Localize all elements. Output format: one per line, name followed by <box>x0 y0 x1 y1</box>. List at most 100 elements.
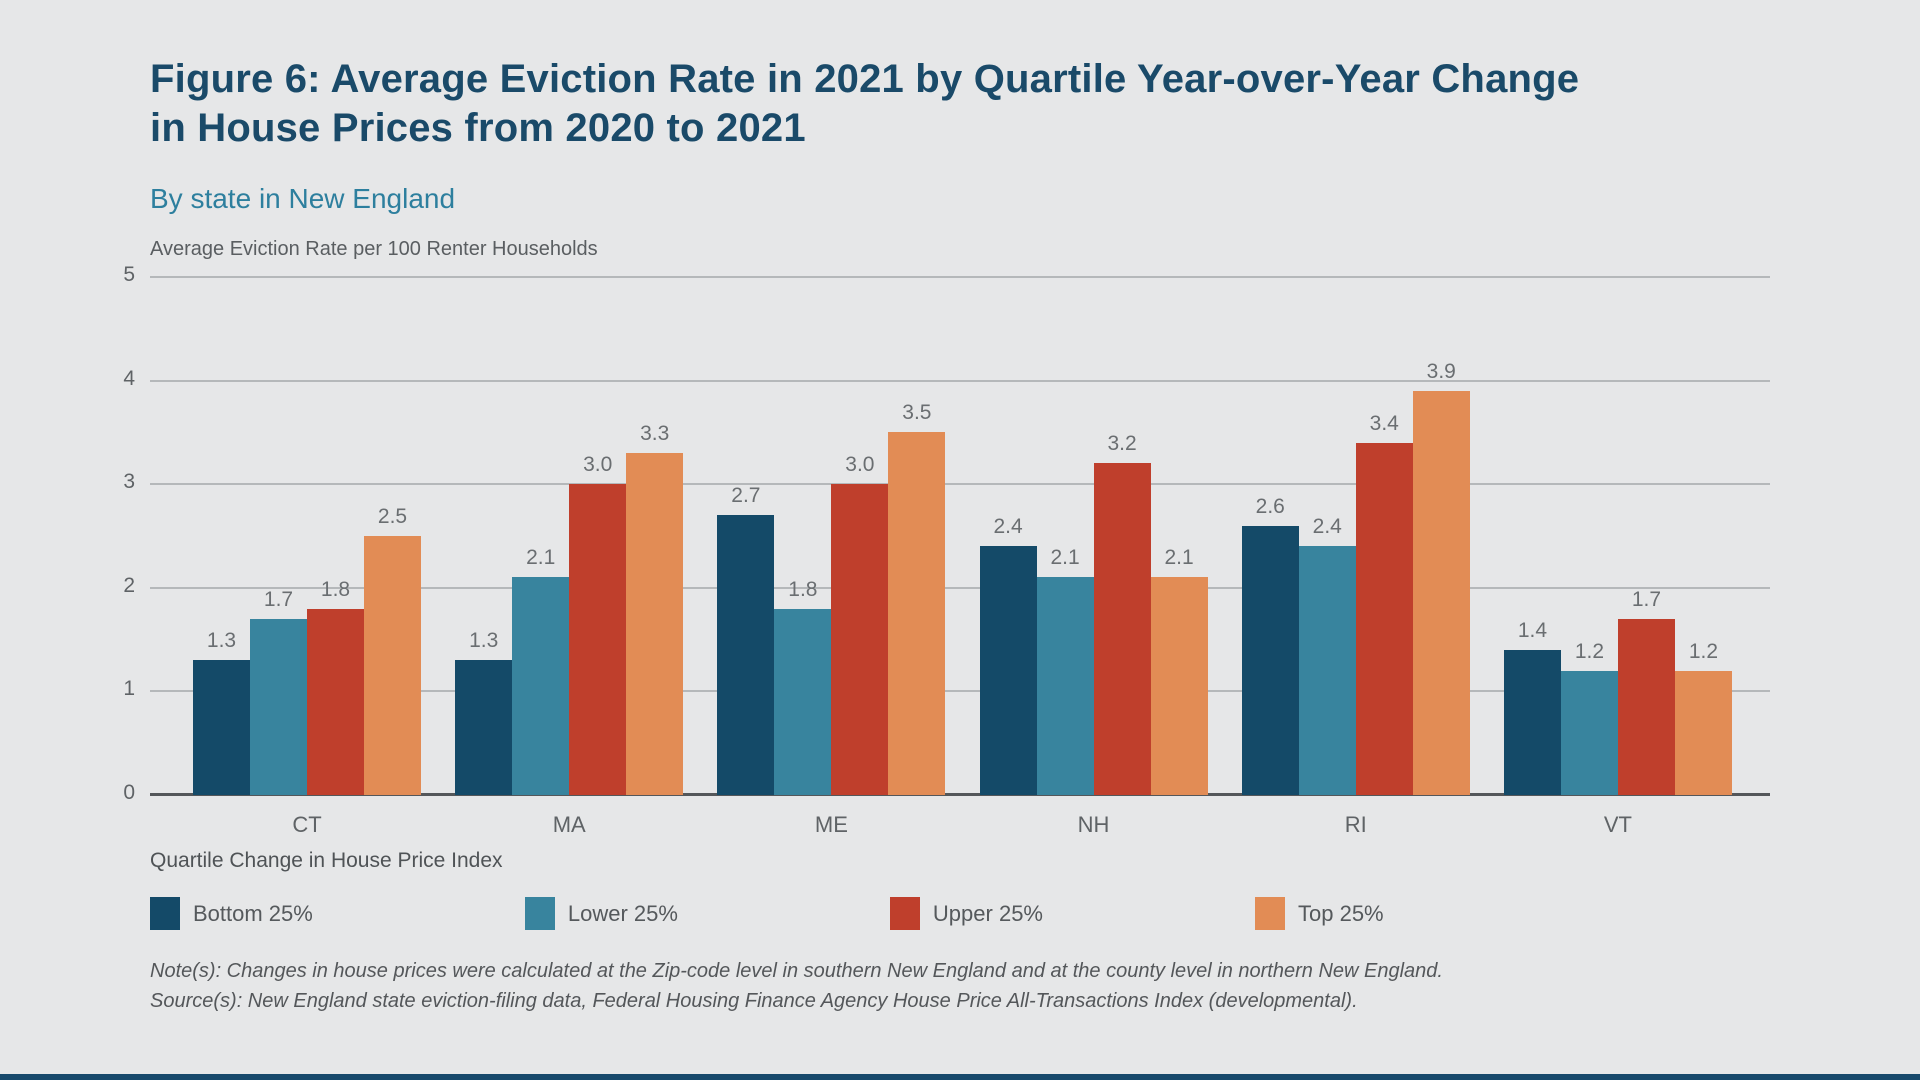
figure-notes: Note(s): Changes in house prices were ca… <box>150 956 1443 1016</box>
gridline-y-1 <box>150 690 1770 693</box>
bar-group-nh: 2.4 2.1 3.2 2.1 <box>979 432 1208 795</box>
bar-nh-top-25-: 2.1 <box>1150 546 1208 795</box>
bar-value-label: 3.2 <box>1107 432 1137 456</box>
bar-ct-lower-25-: 1.7 <box>250 588 307 795</box>
gridline-y-5 <box>150 276 1770 278</box>
bar-chart-plot-area: 1.3 1.7 1.8 2.5 1.3 2.1 3.0 3.3 2.7 1.8 3.0 3.5 2.4 2… <box>150 276 1770 796</box>
bar-ma-top-25-: 3.3 <box>626 422 684 795</box>
y-tick-label-0: 0 <box>123 781 135 804</box>
bar-value-label: 1.3 <box>206 629 237 653</box>
x-axis-category-labels: CT MA ME NH RI VT <box>150 812 1770 838</box>
chart-legend: Bottom 25% Lower 25% Upper 25% Top 25% <box>150 897 1384 930</box>
bar-group-ma: 1.3 2.1 3.0 3.3 <box>455 422 684 795</box>
bar-me-lower-25-: 1.8 <box>774 578 832 795</box>
legend-label: Lower 25% <box>567 900 678 926</box>
bar-nh-bottom-25-: 2.4 <box>979 515 1037 795</box>
bar-value-label: 2.6 <box>1255 494 1285 518</box>
y-axis-title: Average Eviction Rate per 100 Renter Hou… <box>150 238 598 260</box>
bar-groups: 1.3 1.7 1.8 2.5 1.3 2.1 3.0 3.3 2.7 1.8 3.0 3.5 2.4 2… <box>150 277 1770 795</box>
bar-ct-upper-25-: 1.8 <box>307 578 364 795</box>
source-line: Source(s): New England state eviction-fi… <box>150 990 1358 1012</box>
legend-swatch-icon <box>889 897 920 930</box>
bar-ma-bottom-25-: 1.3 <box>455 629 513 795</box>
legend-item-upper-25-: Upper 25% <box>889 897 1043 930</box>
bar-ri-top-25-: 3.9 <box>1412 360 1470 795</box>
figure-subtitle: By state in New England <box>150 183 456 214</box>
legend-item-bottom-25-: Bottom 25% <box>150 897 313 930</box>
bar-ma-lower-25-: 2.1 <box>512 546 570 795</box>
bar-group-ct: 1.3 1.7 1.8 2.5 <box>193 505 421 795</box>
legend-swatch-icon <box>150 897 180 930</box>
bar-value-label: 1.8 <box>320 577 351 601</box>
y-tick-label-5: 5 <box>123 263 135 286</box>
bar-group-vt: 1.4 1.2 1.7 1.2 <box>1503 588 1732 795</box>
bar-ri-upper-25-: 3.4 <box>1355 412 1413 795</box>
y-axis-tick-labels: 0 1 2 3 4 5 <box>90 263 135 804</box>
bar-value-label: 1.2 <box>1688 639 1719 663</box>
y-tick-label-3: 3 <box>123 470 135 494</box>
bar-value-label: 1.4 <box>1517 618 1548 642</box>
x-axis-baseline <box>150 793 1770 796</box>
x-axis-title: Quartile Change in House Price Index <box>150 849 503 872</box>
bar-nh-upper-25-: 3.2 <box>1093 432 1151 795</box>
x-category-label-ct: CT <box>292 812 322 837</box>
bar-value-label: 1.8 <box>788 577 818 601</box>
note-line: Note(s): Changes in house prices were ca… <box>150 960 1443 982</box>
footer-accent-bar <box>0 1074 1920 1080</box>
y-tick-label-2: 2 <box>123 573 135 597</box>
bar-vt-bottom-25-: 1.4 <box>1503 619 1561 795</box>
bar-value-label: 1.2 <box>1574 639 1605 663</box>
figure-title-line1: Figure 6: Average Eviction Rate in 2021 … <box>150 57 1580 101</box>
gridline-y-3 <box>150 483 1770 486</box>
x-category-label-me: ME <box>814 812 848 837</box>
bar-value-label: 1.7 <box>263 587 294 611</box>
bar-value-label: 3.4 <box>1369 411 1399 435</box>
bar-value-label: 2.7 <box>731 484 761 508</box>
bar-vt-lower-25-: 1.2 <box>1560 640 1618 795</box>
legend-swatch-icon <box>524 897 555 930</box>
legend-label: Upper 25% <box>932 900 1043 926</box>
figure-title-line2: in House Prices from 2020 to 2021 <box>150 106 806 150</box>
bar-me-upper-25-: 3.0 <box>831 453 889 795</box>
x-category-label-ri: RI <box>1344 812 1367 837</box>
bar-value-label: 1.3 <box>469 629 499 653</box>
x-category-label-ma: MA <box>552 812 586 837</box>
bar-value-label: 3.0 <box>845 453 875 477</box>
bar-ct-bottom-25-: 1.3 <box>193 629 250 795</box>
bar-ri-bottom-25-: 2.6 <box>1241 495 1299 795</box>
bar-value-label: 3.0 <box>583 453 613 477</box>
bar-nh-lower-25-: 2.1 <box>1036 546 1094 795</box>
bar-vt-upper-25-: 1.7 <box>1617 588 1675 795</box>
bar-me-top-25-: 3.5 <box>888 401 946 795</box>
bar-value-label: 3.9 <box>1426 359 1456 383</box>
x-category-label-vt: VT <box>1603 812 1632 837</box>
legend-item-top-25-: Top 25% <box>1255 897 1384 930</box>
bar-value-label: 2.1 <box>526 546 556 570</box>
bar-ct-top-25-: 2.5 <box>364 505 421 795</box>
bar-ma-upper-25-: 3.0 <box>569 453 627 795</box>
y-tick-label-1: 1 <box>123 677 135 701</box>
bar-value-label: 2.1 <box>1050 546 1080 570</box>
legend-item-lower-25-: Lower 25% <box>524 897 678 930</box>
bar-vt-top-25-: 1.2 <box>1674 640 1732 795</box>
bar-value-label: 1.7 <box>1631 587 1662 611</box>
bar-group-ri: 2.6 2.4 3.4 3.9 <box>1241 360 1470 795</box>
bar-me-bottom-25-: 2.7 <box>717 484 775 795</box>
bar-value-label: 2.5 <box>377 505 408 528</box>
gridline-y-4 <box>150 379 1770 382</box>
figure-title: Figure 6: Average Eviction Rate in 2021 … <box>150 55 1579 153</box>
bar-group-me: 2.7 1.8 3.0 3.5 <box>717 401 946 795</box>
x-category-label-nh: NH <box>1077 812 1110 837</box>
bar-value-label: 2.1 <box>1164 546 1194 570</box>
bar-value-label: 2.4 <box>993 515 1023 539</box>
gridline-y-2 <box>150 586 1770 589</box>
bar-value-label: 3.3 <box>640 422 670 446</box>
y-tick-label-4: 4 <box>123 366 135 390</box>
legend-label: Bottom 25% <box>193 900 313 926</box>
legend-label: Top 25% <box>1298 900 1384 926</box>
bar-ri-lower-25-: 2.4 <box>1298 515 1356 795</box>
legend-swatch-icon <box>1255 897 1285 930</box>
bar-value-label: 3.5 <box>902 401 932 425</box>
bar-value-label: 2.4 <box>1312 515 1342 539</box>
